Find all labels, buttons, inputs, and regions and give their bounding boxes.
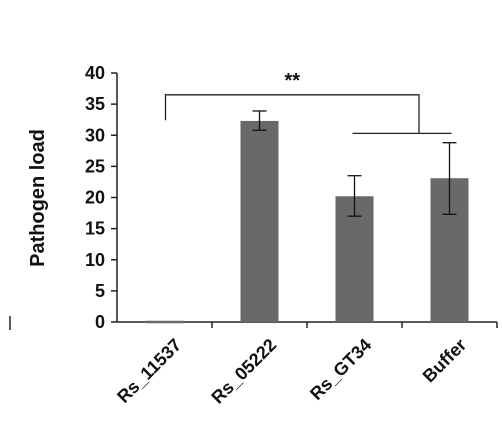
- y-ticks: 0 5 10 15 20 25 30 35 40: [85, 63, 117, 332]
- significance-bracket: **: [164, 70, 452, 135]
- significance-label: **: [284, 70, 300, 92]
- x-tick-label: Rs_11537: [113, 335, 185, 407]
- y-tick-label: 15: [85, 219, 105, 239]
- x-tick-label: Rs_05222: [207, 335, 280, 408]
- y-tick-label: 35: [85, 94, 105, 114]
- y-tick-label: 0: [95, 312, 105, 332]
- x-tick-label: Buffer: [419, 335, 471, 387]
- y-tick-label: 30: [85, 125, 105, 145]
- y-tick-label: 25: [85, 156, 105, 176]
- bars: [145, 120, 469, 324]
- bar: [145, 320, 184, 324]
- y-tick-label: 20: [85, 188, 105, 208]
- y-tick-label: 5: [95, 281, 105, 301]
- y-tick-label: 10: [85, 250, 105, 270]
- error-bars: [252, 110, 457, 217]
- bar: [335, 196, 374, 322]
- x-tick-label: Rs_GT34: [306, 335, 375, 404]
- bracket-line: [164, 94, 420, 134]
- y-axis-label: Pathogen load: [27, 129, 49, 267]
- y-tick-label: 40: [85, 63, 105, 83]
- bar: [240, 120, 279, 323]
- x-tick-labels: Rs_11537 Rs_05222 Rs_GT34 Buffer: [113, 335, 470, 408]
